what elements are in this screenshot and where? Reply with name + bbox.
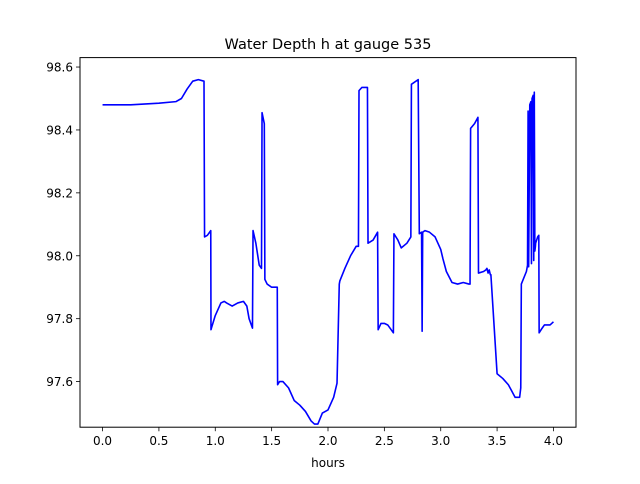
y-tick-label: 97.8: [46, 312, 73, 326]
series-line-0: [102, 78, 554, 425]
x-tick-label: 2.5: [375, 434, 394, 448]
x-tick-label: 0.0: [93, 434, 112, 448]
y-tick-label: 98.0: [46, 249, 73, 263]
x-tick-label: 0.5: [149, 434, 168, 448]
plot-data: [102, 78, 554, 425]
y-tick-label: 97.6: [46, 375, 73, 389]
plot-frame: [79, 57, 577, 428]
x-tick-label: 4.0: [544, 434, 563, 448]
x-axis-title: hours: [311, 456, 345, 470]
x-axis: 0.0 0.5 1.0 1.5 2.0 2.5 3.0 3.5 4.0: [93, 427, 563, 448]
x-tick-label: 3.0: [431, 434, 450, 448]
y-tick-label: 98.2: [46, 186, 73, 200]
y-axis: 97.6 97.8 98.0 98.2 98.4 98.6: [46, 61, 80, 389]
x-tick-label: 1.5: [262, 434, 281, 448]
y-tick-label: 98.6: [46, 61, 73, 75]
x-tick-label: 1.0: [206, 434, 225, 448]
chart-title: Water Depth h at gauge 535: [225, 37, 432, 53]
x-tick-label: 3.5: [488, 434, 507, 448]
y-tick-label: 98.4: [46, 123, 73, 137]
x-tick-label: 2.0: [318, 434, 337, 448]
